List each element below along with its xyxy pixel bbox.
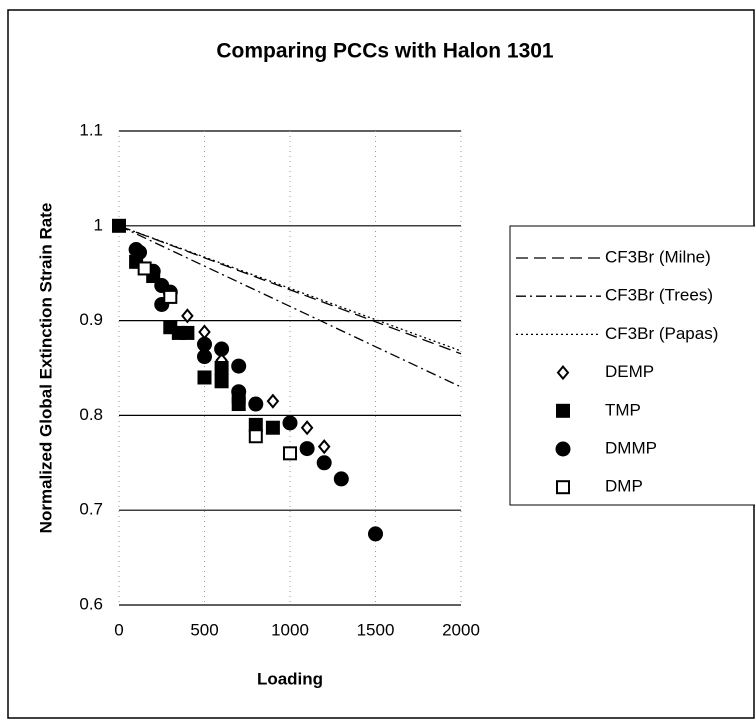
- data-point: [132, 244, 148, 260]
- data-point: [137, 261, 152, 276]
- data-point: [282, 415, 298, 431]
- x-tick-label: 2000: [442, 620, 480, 639]
- data-point: [112, 218, 126, 233]
- data-point: [299, 441, 315, 457]
- data-point: [197, 336, 212, 352]
- legend-marker: [556, 365, 570, 381]
- data-point: [317, 439, 331, 455]
- y-tick-label: 0.8: [79, 405, 103, 424]
- data-point: [214, 374, 229, 389]
- data-point: [248, 429, 263, 444]
- data-point: [248, 417, 263, 432]
- data-point: [180, 325, 195, 340]
- x-tick-label: 1500: [357, 620, 395, 639]
- data-point: [181, 308, 194, 324]
- legend-label: CF3Br (Trees): [605, 286, 713, 305]
- data-point: [214, 361, 229, 375]
- legend-label: CF3Br (Papas): [605, 324, 718, 343]
- data-point: [197, 370, 212, 385]
- legend-label: DMMP: [605, 438, 657, 457]
- legend-marker: [556, 403, 570, 418]
- data-point: [300, 420, 314, 436]
- data-point: [283, 446, 297, 461]
- data-point: [231, 384, 247, 400]
- data-point: [214, 341, 230, 357]
- data-point: [197, 349, 212, 365]
- legend-label: CF3Br (Milne): [605, 247, 711, 266]
- data-point: [316, 455, 332, 471]
- legend-marker: [556, 480, 570, 495]
- data-point: [231, 358, 247, 374]
- data-point: [266, 393, 280, 409]
- series-line: [118, 225, 462, 352]
- data-point: [333, 471, 349, 487]
- data-point: [248, 396, 264, 412]
- x-axis-label: Loading: [257, 669, 323, 688]
- y-tick-label: 1: [94, 215, 103, 234]
- x-tick-label: 0: [114, 620, 123, 639]
- data-point: [265, 420, 280, 435]
- chart-title: Comparing PCCs with Halon 1301: [216, 40, 554, 63]
- x-tick-label: 500: [190, 620, 218, 639]
- y-tick-label: 0.6: [79, 594, 103, 613]
- legend-box: [509, 225, 755, 506]
- y-tick-label: 0.9: [79, 310, 103, 329]
- x-tick-label: 1000: [271, 620, 309, 639]
- series-line: [118, 225, 462, 388]
- legend-label: DEMP: [605, 362, 654, 381]
- y-tick-label: 0.7: [79, 500, 103, 519]
- data-point: [368, 526, 383, 542]
- legend-label: DMP: [605, 477, 643, 496]
- legend-label: TMP: [605, 400, 641, 419]
- legend-marker: [555, 441, 571, 457]
- y-tick-label: 1.1: [79, 120, 103, 139]
- y-axis-label: Normalized Global Extinction Strain Rate: [36, 203, 55, 534]
- data-point: [163, 289, 178, 304]
